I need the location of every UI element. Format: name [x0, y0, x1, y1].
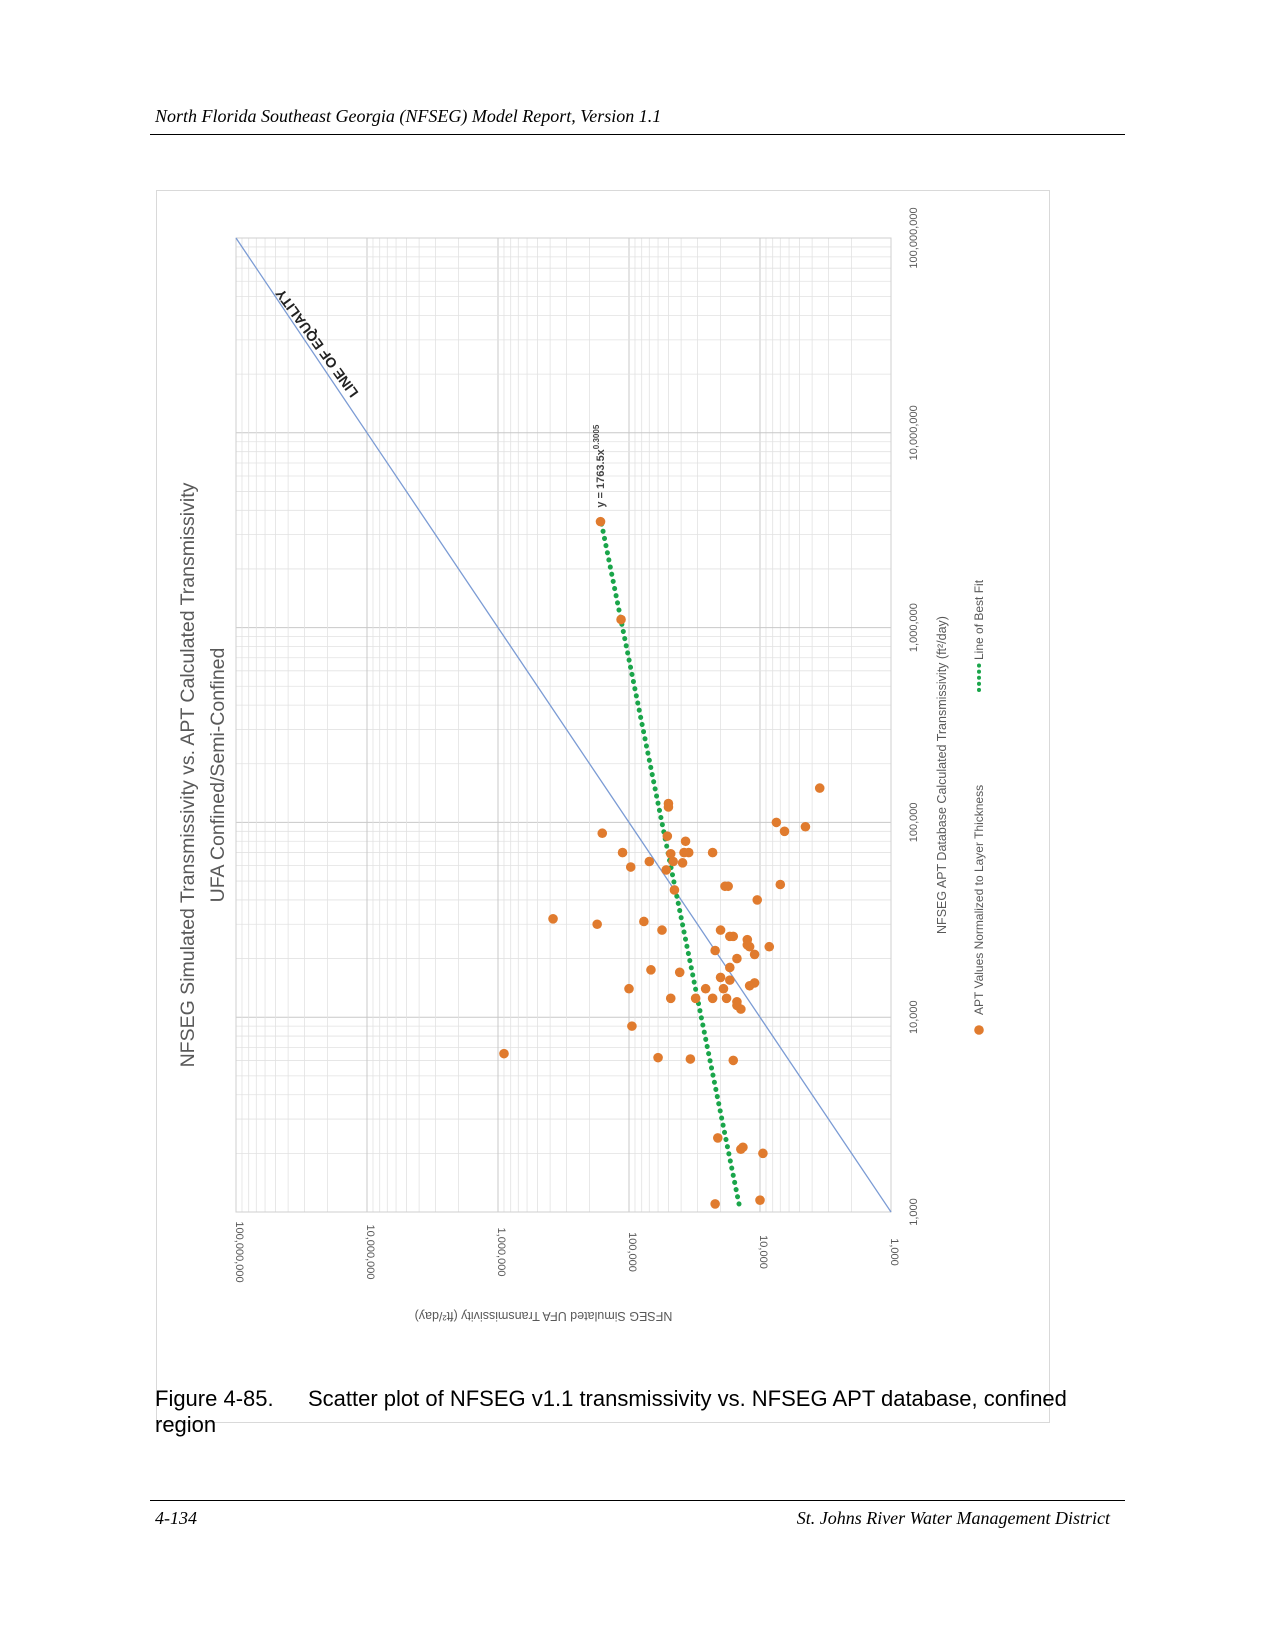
figure-caption-line2: region [155, 1412, 217, 1437]
data-point [624, 983, 634, 994]
data-point [661, 865, 672, 875]
data-point [665, 848, 676, 859]
data-point [742, 934, 753, 945]
data-point [665, 993, 676, 1004]
data-point [625, 862, 636, 872]
data-point [721, 993, 732, 1004]
fit-exponent: 0.3005 [592, 424, 601, 449]
data-point [674, 967, 685, 978]
footer-rule [150, 1500, 1125, 1501]
line-of-equality [235, 237, 892, 1213]
x-axis-label: NFSEG APT Database Calculated Transmissi… [935, 616, 949, 934]
data-point [755, 1195, 765, 1205]
data-point [690, 993, 701, 1004]
chart-subtitle: UFA Confined/Semi-Confined [207, 648, 229, 903]
data-point [644, 856, 655, 867]
y-tick-label: 1,000,000 [495, 1228, 507, 1277]
legend-label-apt: APT Values Normalized to Layer Thickness [972, 785, 986, 1015]
data-point [669, 885, 680, 895]
data-point [732, 996, 742, 1007]
data-point [662, 831, 673, 841]
data-point [597, 828, 608, 839]
data-point [814, 783, 825, 793]
figure-label: Figure 4-85. [155, 1386, 274, 1411]
data-point [749, 978, 760, 988]
data-point [712, 1133, 723, 1143]
data-point [725, 962, 735, 973]
report-header: North Florida Southeast Georgia (NFSEG) … [155, 106, 662, 126]
x-tick-label: 10,000,000 [908, 405, 920, 460]
data-point [668, 856, 678, 867]
data-point [771, 817, 782, 828]
data-point [616, 614, 626, 625]
data-point [728, 931, 739, 942]
data-point [653, 1052, 663, 1063]
data-point [800, 821, 811, 832]
page-number: 4-134 [155, 1508, 197, 1528]
y-axis-label: NFSEG Simulated UFA Transmissivity (ft²/… [415, 1309, 673, 1323]
data-point [657, 925, 667, 935]
fit-equation: y = 1763.5x0.3005 [592, 424, 607, 507]
data-point [707, 993, 718, 1004]
data-point [663, 798, 674, 809]
footer-organization: St. Johns River Water Management Distric… [796, 1508, 1110, 1528]
scatter-chart: 1,000 10,000 100,000 1,000,000 10,000,000 100… [177, 207, 986, 1323]
data-point [723, 881, 733, 892]
equality-label: LINE OF EQUALITY [272, 286, 362, 401]
data-point [715, 925, 726, 935]
chart-title: NFSEG Simulated Transmissivity vs. APT C… [177, 482, 199, 1067]
data-point [749, 949, 760, 960]
y-tick-label: 1,000 [888, 1238, 900, 1266]
data-point [592, 919, 602, 930]
figure-caption-line1: Scatter plot of NFSEG v1.1 transmissivit… [308, 1386, 1067, 1411]
x-tick-label: 1,000,000 [908, 603, 920, 652]
data-point [595, 516, 606, 527]
y-tick-label: 100,000,000 [233, 1221, 245, 1282]
chart-frame [156, 190, 1050, 1423]
data-point [752, 895, 763, 905]
x-tick-label: 1,000 [908, 1198, 920, 1226]
data-point [617, 847, 628, 858]
data-point [548, 913, 558, 924]
data-point [728, 1055, 739, 1066]
data-point [732, 953, 742, 964]
x-tick-label: 100,000 [908, 803, 920, 843]
x-tick-label: 100,000,000 [908, 207, 920, 268]
data-point [738, 1142, 748, 1153]
header-rule [150, 134, 1125, 135]
data-point [679, 847, 689, 858]
y-tick-label: 10,000,000 [364, 1224, 376, 1279]
data-point [677, 858, 688, 868]
legend-label-fit: Line of Best Fit [972, 579, 986, 660]
y-tick-label: 10,000 [757, 1235, 769, 1269]
data-point [718, 983, 729, 994]
data-point [639, 916, 649, 927]
data-point [700, 983, 711, 994]
data-point [685, 1054, 696, 1064]
data-point [715, 972, 726, 983]
data-point [499, 1048, 509, 1059]
data-point [779, 826, 790, 837]
data-point [710, 1199, 720, 1209]
plot-area-border [235, 237, 892, 1213]
data-point [725, 975, 735, 985]
data-point [764, 941, 775, 952]
data-point [707, 847, 718, 858]
x-tick-label: 10,000 [908, 1000, 920, 1034]
y-tick-label: 100,000 [626, 1232, 638, 1272]
data-point [646, 965, 656, 975]
data-point [680, 836, 691, 847]
legend-marker-apt [974, 1025, 984, 1035]
data-point [758, 1148, 768, 1159]
data-point [710, 945, 720, 956]
data-point [627, 1021, 637, 1031]
data-point [775, 879, 786, 890]
